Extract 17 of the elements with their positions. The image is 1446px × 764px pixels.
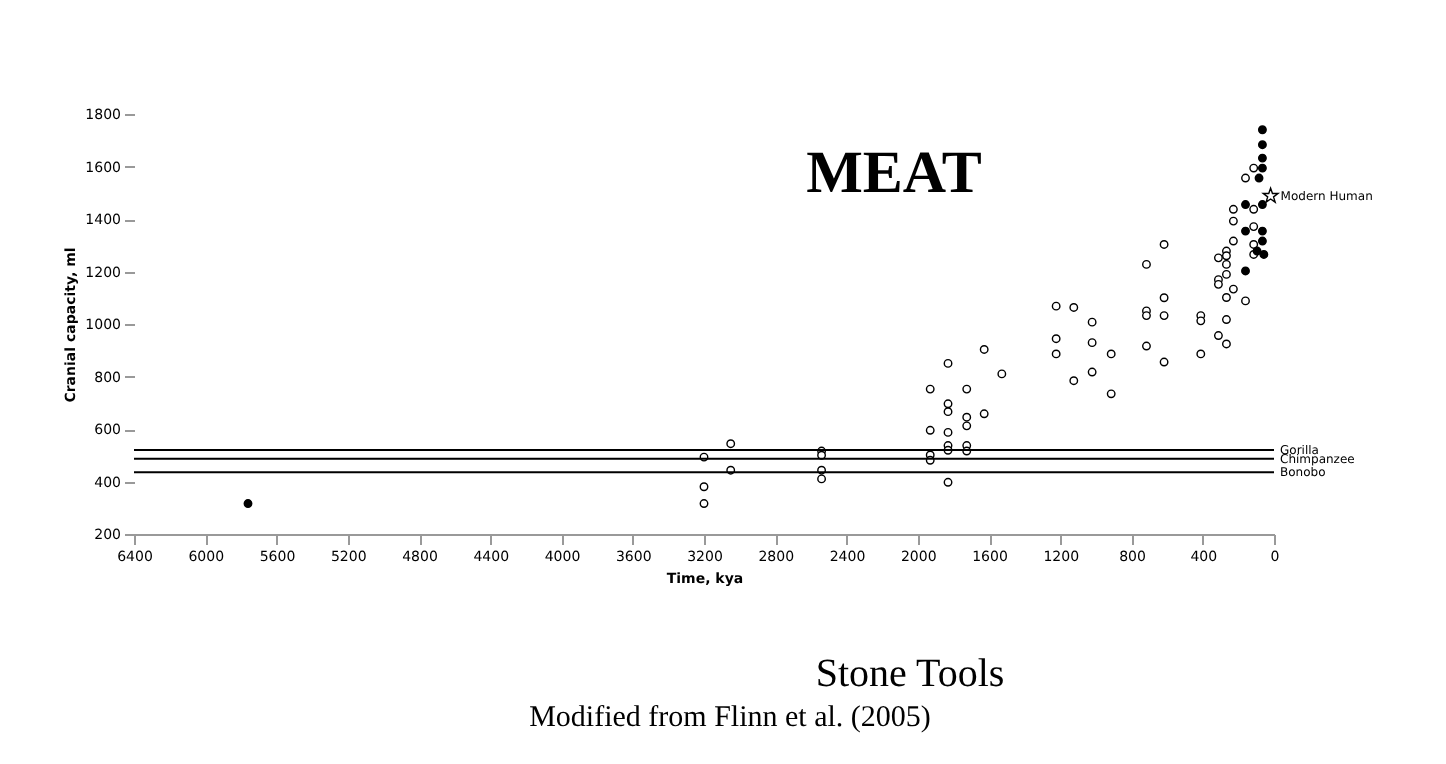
point xyxy=(1241,226,1250,236)
point xyxy=(1257,140,1267,150)
annotation: MEAT xyxy=(806,140,982,206)
point xyxy=(243,499,253,508)
text: Stone Tools xyxy=(815,652,1005,696)
point xyxy=(1257,226,1267,236)
point xyxy=(1257,125,1267,135)
point xyxy=(1257,236,1267,246)
point xyxy=(1254,173,1264,183)
text: Modified from Flinn et al. (2005) xyxy=(529,702,931,734)
point xyxy=(1241,200,1250,209)
point xyxy=(1241,266,1250,276)
point xyxy=(1257,163,1267,173)
point xyxy=(1257,153,1267,163)
point xyxy=(1262,187,1279,203)
point xyxy=(1259,250,1269,259)
point xyxy=(1257,200,1267,209)
